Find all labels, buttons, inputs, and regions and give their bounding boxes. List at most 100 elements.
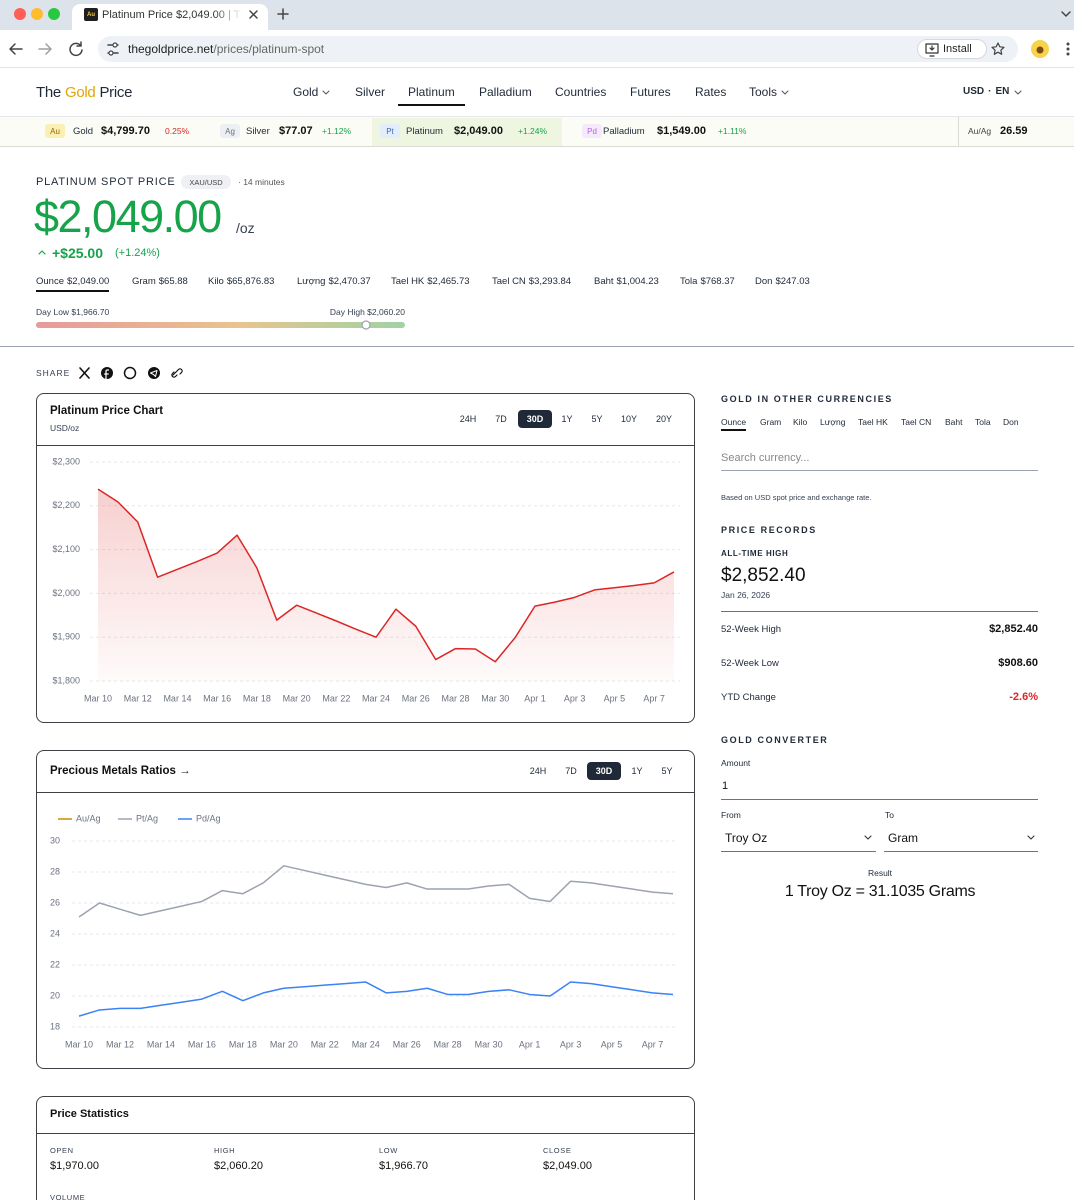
stat-value: $2,060.20 xyxy=(214,1159,263,1172)
nav-link[interactable]: Countries xyxy=(555,84,607,99)
stat-label: HIGH xyxy=(214,1145,236,1155)
unit-tab[interactable]: Kilo xyxy=(793,417,808,427)
range-button[interactable]: 10Y xyxy=(620,413,638,424)
range-button[interactable]: 7D xyxy=(495,413,507,424)
record-label: 52-Week High xyxy=(721,623,782,635)
section-title: GOLD IN OTHER CURRENCIES xyxy=(721,393,893,404)
unit-price[interactable]: Lượng $2,470.37 xyxy=(297,275,371,288)
unit-value: $2,465.73 xyxy=(427,275,470,287)
search-input[interactable]: Search currency... xyxy=(721,451,810,464)
nav-link[interactable]: Futures xyxy=(630,84,671,99)
browser-tab[interactable] xyxy=(72,4,268,30)
unit-price[interactable]: Don $247.03 xyxy=(755,275,810,288)
select-chevron xyxy=(1027,835,1035,840)
to-select[interactable]: Gram xyxy=(888,830,918,845)
field-label: To xyxy=(885,810,894,820)
unit-price[interactable]: Tael CN $3,293.84 xyxy=(492,275,571,288)
amount-underline xyxy=(721,799,1038,800)
stats-card xyxy=(36,1096,695,1200)
range-button[interactable]: 5Y xyxy=(661,765,673,776)
unit-value: $2,049.00 xyxy=(67,275,110,287)
unit-tab[interactable]: Lượng xyxy=(820,417,846,427)
unit-value: $65.88 xyxy=(158,275,188,287)
hero-price: $2,049.00 xyxy=(34,190,222,242)
share-link xyxy=(171,368,183,378)
hero-unit: /oz xyxy=(236,220,255,236)
install-label[interactable]: Install xyxy=(943,42,972,55)
card-divider xyxy=(37,1133,694,1134)
ticker-badge xyxy=(582,124,602,138)
range-button[interactable]: 5Y xyxy=(591,413,603,424)
from-underline xyxy=(721,851,876,852)
result-label: Result xyxy=(867,868,893,878)
unit-price[interactable]: Tael HK $2,465.73 xyxy=(391,275,470,288)
url[interactable]: thegoldprice.net/prices/platinum-spot xyxy=(128,41,324,58)
chart-title[interactable]: Precious Metals Ratios → xyxy=(50,765,191,777)
section-title: GOLD CONVERTER xyxy=(721,734,829,745)
nav-link[interactable]: Rates xyxy=(695,84,727,99)
nav-link[interactable]: Platinum xyxy=(408,84,455,99)
unit-name: Tola xyxy=(680,275,698,287)
field-label: Amount xyxy=(721,758,751,768)
unit-price[interactable]: Kilo $65,876.83 xyxy=(208,275,274,288)
ticker-symbol: Au xyxy=(50,126,60,136)
locale[interactable]: USD · EN xyxy=(963,85,1009,99)
ath-label: ALL-TIME HIGH xyxy=(721,548,789,558)
logo[interactable]: The Gold Price xyxy=(36,82,132,103)
record-value: -2.6% xyxy=(1009,690,1038,703)
share-x xyxy=(79,367,90,379)
unit-price[interactable]: Gram $65.88 xyxy=(132,275,188,288)
share-telegram xyxy=(148,367,160,379)
nav-link[interactable]: Gold xyxy=(293,84,319,99)
hero-change: +$25.00 xyxy=(52,245,103,261)
tab-favicon-text: Au xyxy=(87,11,95,18)
range-button[interactable]: 24H xyxy=(529,765,547,776)
logo-post: Price xyxy=(99,83,133,101)
url-path: /prices/platinum-spot xyxy=(213,41,325,56)
from-select[interactable]: Troy Oz xyxy=(725,830,768,845)
unit-tab[interactable]: Baht xyxy=(945,417,963,427)
amount-input[interactable]: 1 xyxy=(722,779,729,792)
ticker-price: $1,549.00 xyxy=(657,124,706,137)
language: EN xyxy=(995,86,1010,97)
range-button[interactable]: 7D xyxy=(565,765,577,776)
unit-value: $3,293.84 xyxy=(528,275,572,287)
range-button[interactable]: 1Y xyxy=(631,765,643,776)
unit-tab-underline xyxy=(721,429,746,431)
unit-tab[interactable]: Tael HK xyxy=(858,417,888,427)
nav-link[interactable]: Tools xyxy=(749,84,778,99)
range-button[interactable]: 24H xyxy=(459,413,477,424)
nav-link[interactable]: Silver xyxy=(355,84,386,99)
search-underline xyxy=(721,470,1038,471)
range-button[interactable]: 20Y xyxy=(655,413,673,424)
day-range-bar xyxy=(36,322,405,328)
unit-value: $1,004.23 xyxy=(616,275,659,287)
ticker-name[interactable]: Silver xyxy=(246,125,270,137)
logo-pre: The xyxy=(36,83,61,101)
ticker-name[interactable]: Platinum xyxy=(406,125,443,137)
range-button[interactable]: 1Y xyxy=(561,413,573,424)
unit-tab[interactable]: Ounce xyxy=(721,417,747,427)
unit-tab[interactable]: Tael CN xyxy=(901,417,932,427)
ticker-name[interactable]: Palladium xyxy=(603,125,645,137)
unit-price[interactable]: Baht $1,004.23 xyxy=(594,275,659,288)
unit-tab[interactable]: Tola xyxy=(975,417,991,427)
range-button[interactable]: 30D xyxy=(595,765,613,776)
chart-subtitle: USD/oz xyxy=(50,423,80,433)
unit-price[interactable]: Tola $768.37 xyxy=(680,275,735,288)
unit-price[interactable]: Ounce $2,049.00 xyxy=(36,275,109,288)
range-button[interactable]: 30D xyxy=(526,413,544,424)
ticker-symbol: Pd xyxy=(587,126,597,136)
unit-tab[interactable]: Don xyxy=(1003,417,1019,427)
stat-value: $1,966.70 xyxy=(379,1159,428,1172)
price-chart-card xyxy=(36,393,695,723)
address-bar[interactable] xyxy=(98,36,1018,62)
unit-tab[interactable]: Gram xyxy=(760,417,782,427)
nav-link[interactable]: Palladium xyxy=(479,84,532,99)
ticker-change: +1.11% xyxy=(718,126,747,136)
logo-gold: Gold xyxy=(64,83,96,101)
tab-favicon xyxy=(84,8,98,21)
ticker-name[interactable]: Gold xyxy=(73,125,94,137)
note: Based on USD spot price and exchange rat… xyxy=(721,492,872,502)
site-nav xyxy=(0,69,1074,117)
